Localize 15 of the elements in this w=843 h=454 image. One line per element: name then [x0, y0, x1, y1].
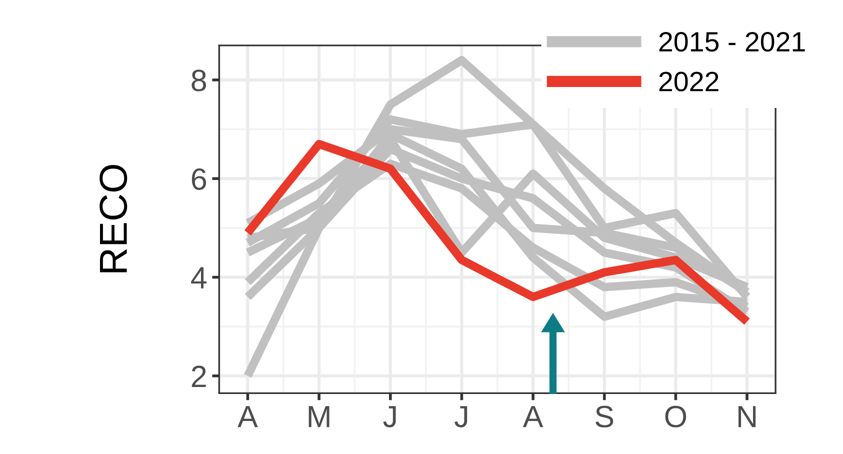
x-tick-label: N — [738, 406, 756, 428]
x-tick-label: M — [308, 406, 330, 428]
legend-label: 2015 - 2021 — [659, 32, 805, 52]
y-tick-label: 2 — [192, 366, 206, 387]
x-tick-label: J — [383, 406, 396, 428]
legend-label: 2022 — [659, 72, 718, 92]
x-tick-label: S — [596, 406, 614, 428]
y-tick-label: 6 — [192, 168, 206, 190]
y-axis-title: RECO — [100, 164, 128, 272]
x-tick-label: J — [454, 406, 468, 428]
x-tick-label: A — [238, 406, 258, 428]
x-tick-label: A — [522, 406, 544, 428]
x-tick-label: O — [665, 406, 686, 428]
y-tick-label: 8 — [192, 70, 206, 92]
y-tick-label: 4 — [191, 267, 206, 288]
